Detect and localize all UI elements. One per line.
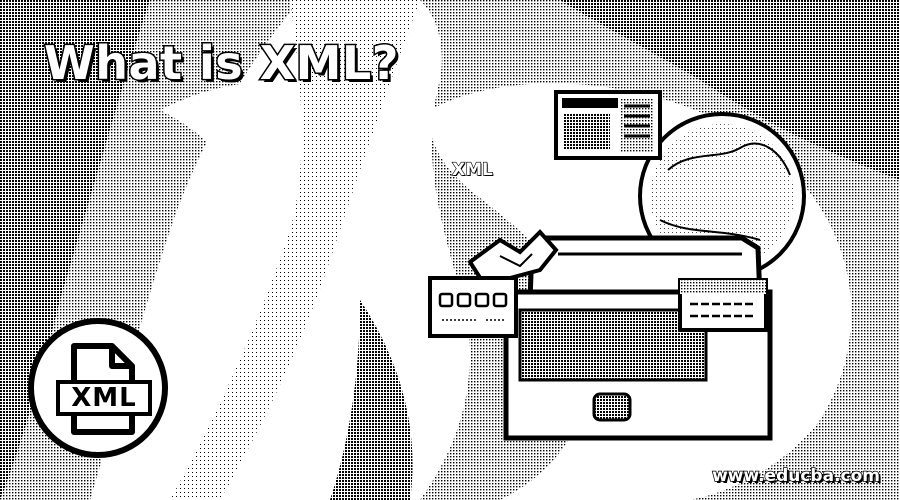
keyboard-icon [518, 308, 708, 382]
page-title: What is XML? [43, 35, 400, 92]
xml-file-label: XML [56, 380, 152, 416]
xml-file-badge: XML [28, 318, 168, 458]
site-watermark: www.educba.com [711, 465, 880, 487]
floating-xml-label: XML [451, 159, 493, 180]
document-icon [554, 90, 662, 160]
side-card-right [678, 278, 768, 332]
side-card-left [428, 276, 518, 338]
